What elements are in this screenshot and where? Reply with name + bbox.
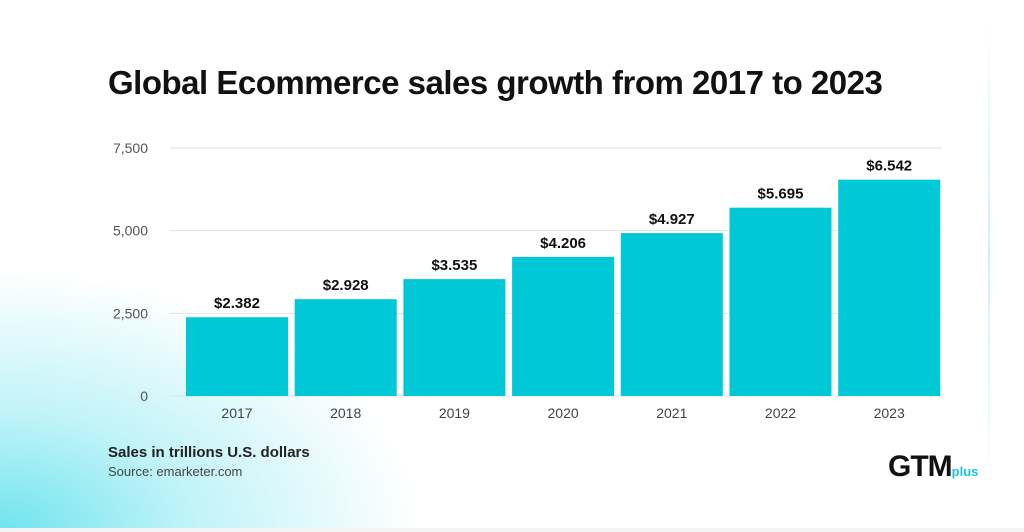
x-tick-label: 2021 <box>656 405 687 421</box>
y-tick-label: 7,500 <box>113 140 148 156</box>
bar-2020 <box>512 256 615 396</box>
x-tick-label: 2023 <box>874 405 905 421</box>
chart-title: Global Ecommerce sales growth from 2017 … <box>108 64 883 101</box>
unit-note: Sales in trillions U.S. dollars <box>108 444 310 461</box>
y-tick-label: 2,500 <box>113 305 148 321</box>
data-label: $2.382 <box>214 295 260 312</box>
data-label: $3.535 <box>431 257 477 274</box>
bar-2022 <box>729 207 832 396</box>
x-tick-label: 2022 <box>765 405 796 421</box>
logo-sub: plus <box>951 464 979 479</box>
data-label: $4.927 <box>649 211 695 228</box>
x-tick-label: 2019 <box>439 405 470 421</box>
logo-main: GTM <box>888 450 953 483</box>
bar-2023 <box>838 179 941 396</box>
data-label: $4.206 <box>540 235 586 252</box>
y-tick-label: 0 <box>140 388 148 404</box>
bar-2021 <box>620 233 723 396</box>
x-tick-label: 2017 <box>221 405 252 421</box>
bar-2017 <box>186 317 288 396</box>
bar-2018 <box>294 299 397 396</box>
bottom-border <box>0 528 1024 532</box>
x-tick-label: 2020 <box>548 405 579 421</box>
decorative-edge <box>988 20 990 490</box>
gtm-plus-logo: GTMplus <box>888 450 978 484</box>
data-label: $5.695 <box>758 186 804 203</box>
source-note: Source: emarketer.com <box>108 464 243 479</box>
x-tick-label: 2018 <box>330 405 361 421</box>
data-label: $2.928 <box>323 277 369 294</box>
y-tick-label: 5,000 <box>113 223 148 239</box>
data-label: $6.542 <box>866 158 912 175</box>
bar-2019 <box>403 279 506 396</box>
